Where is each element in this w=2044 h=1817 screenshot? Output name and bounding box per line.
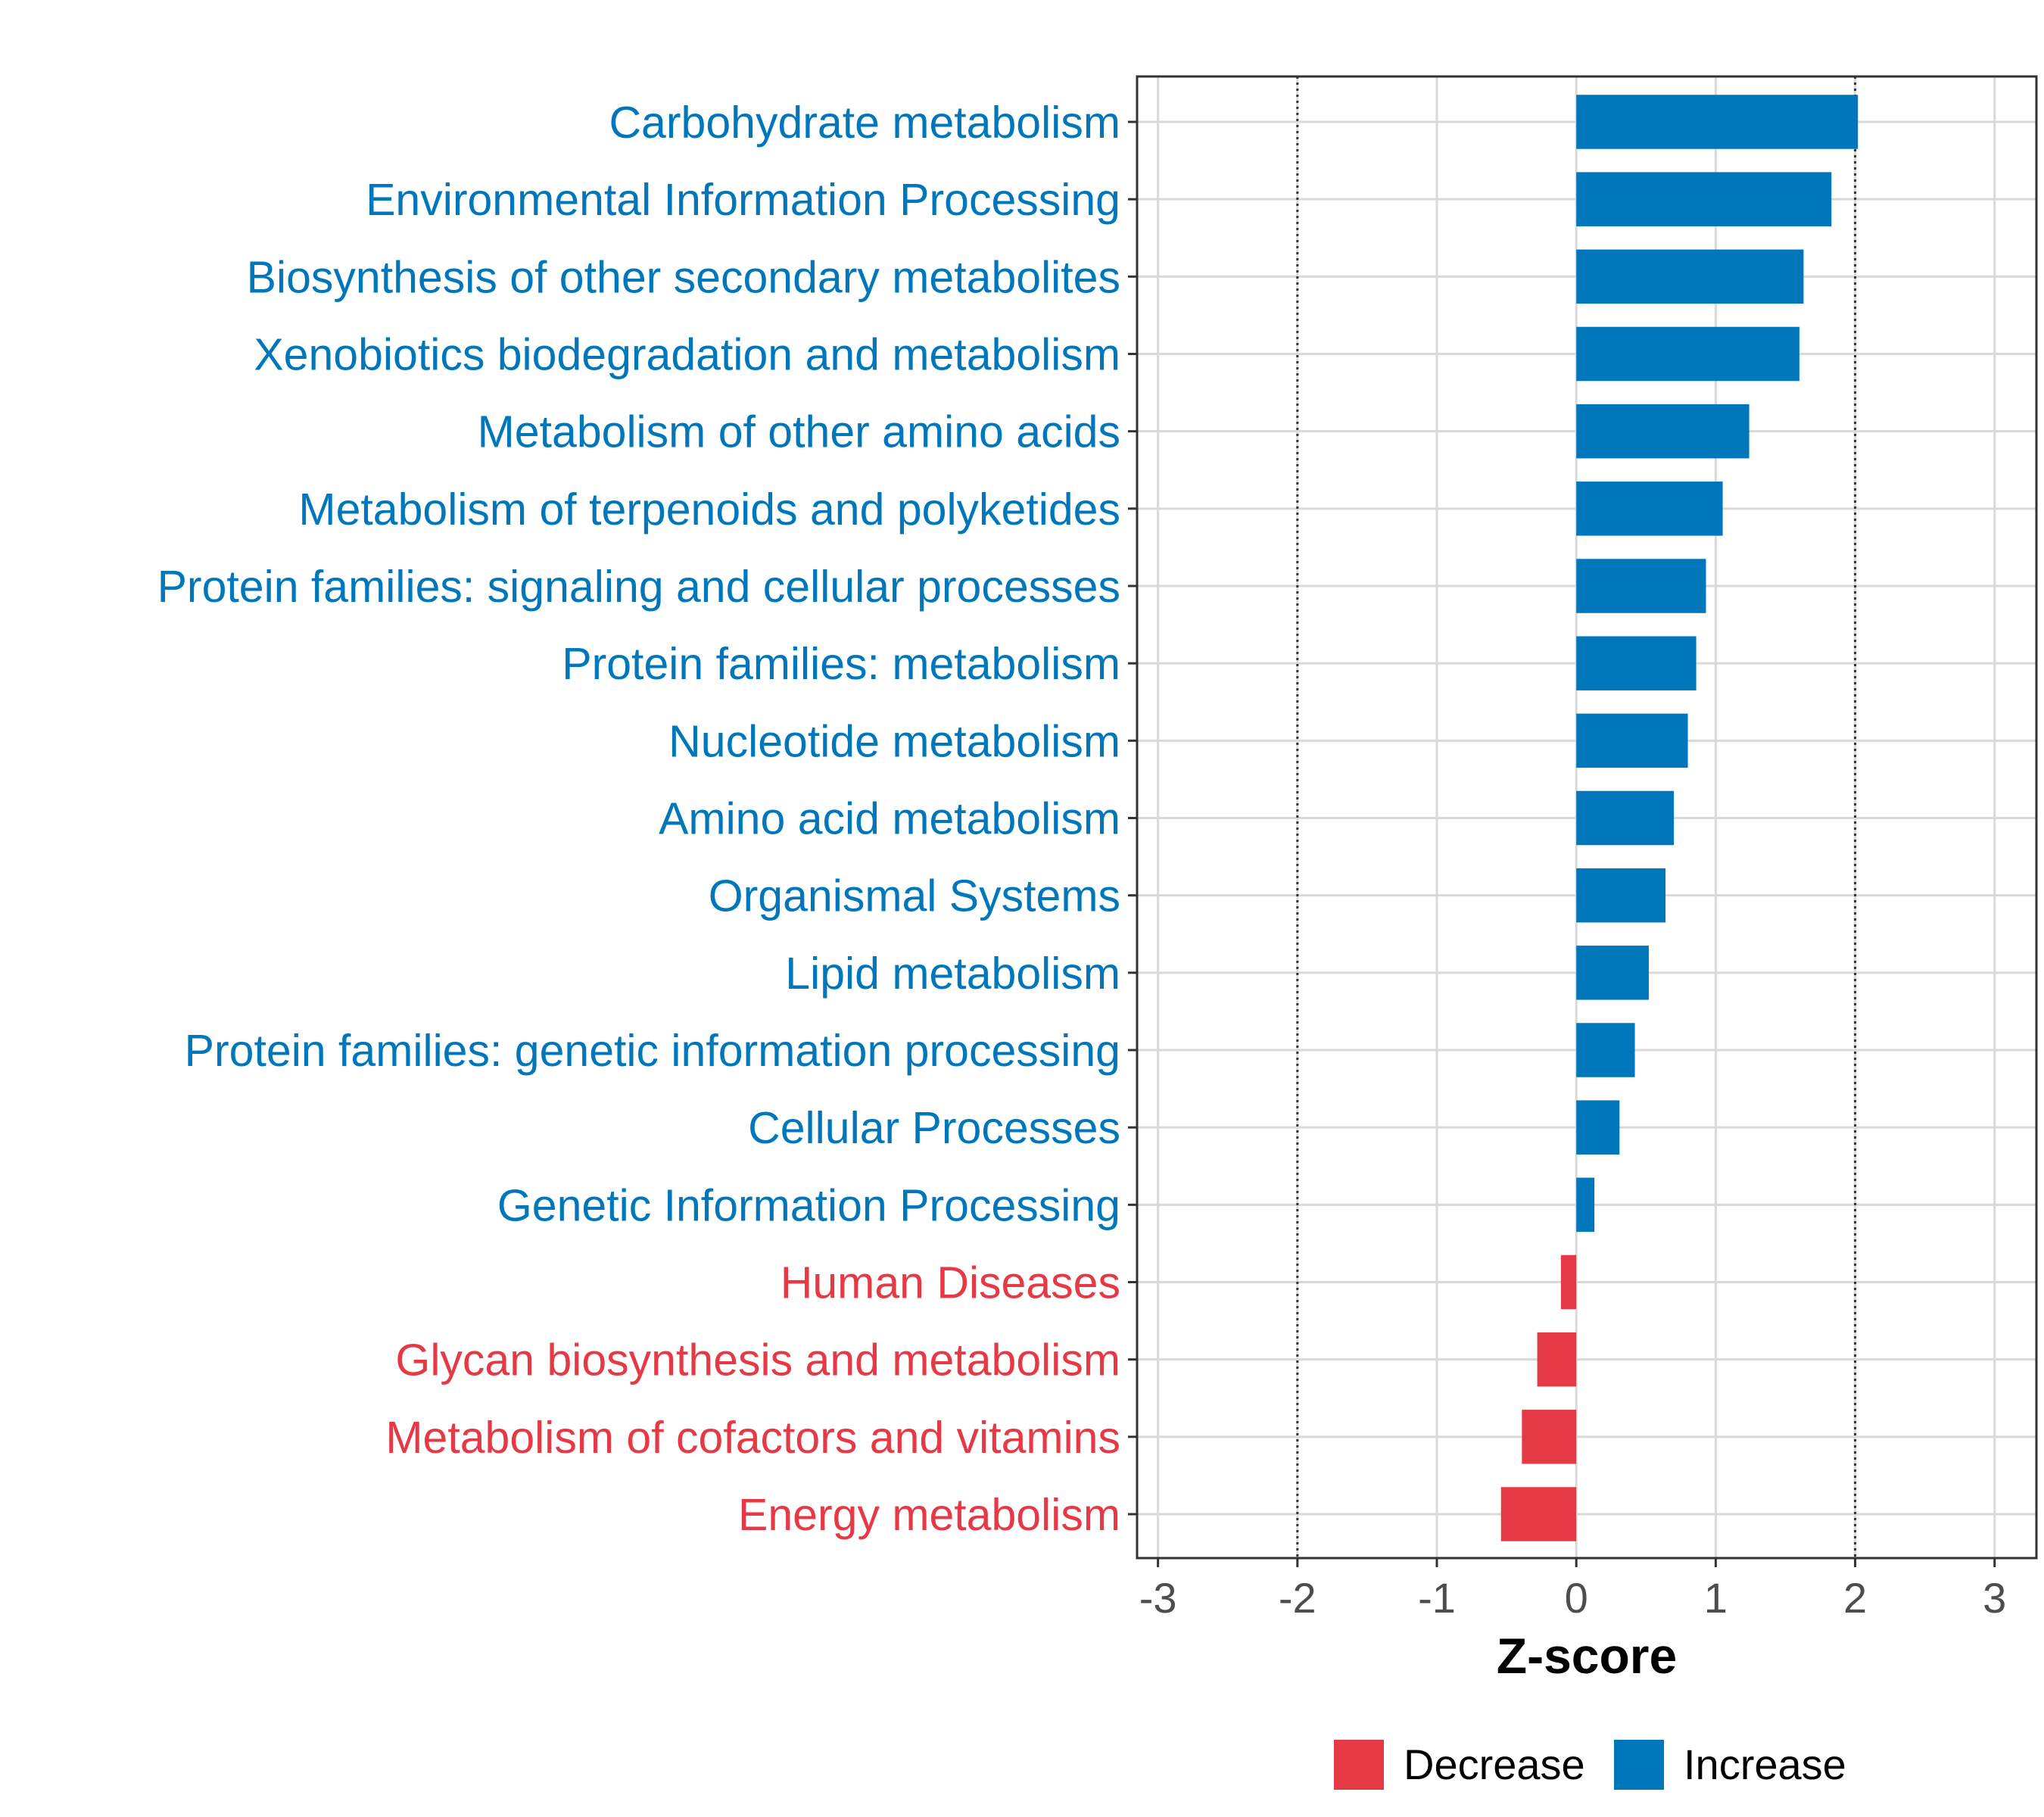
bar [1560,1254,1577,1310]
legend-swatch [1614,1740,1664,1790]
bar [1576,790,1675,846]
bar [1576,95,1859,149]
y-axis: Carbohydrate metabolism Environmental Inf… [157,98,1137,1540]
category-label: Metabolism of terpenoids and polyketides [298,485,1120,535]
category-label: Metabolism of other amino acids [478,407,1120,457]
bar [1576,1177,1595,1233]
category-label: Protein families: signaling and cellular… [157,562,1120,612]
category-label: Xenobiotics biodegradation and metabolis… [254,330,1120,380]
category-label: Glycan biosynthesis and metabolism [395,1335,1120,1385]
x-tick-label: 3 [1983,1574,2006,1622]
bars [1500,95,1859,1541]
legend-swatch [1334,1740,1384,1790]
x-axis-title: Z-score [1497,1628,1677,1684]
category-label: Nucleotide metabolism [668,716,1120,766]
bar [1576,636,1697,690]
bar [1576,482,1723,536]
category-label: Lipid metabolism [785,949,1120,999]
category-label: Energy metabolism [738,1490,1120,1540]
x-tick-label: 2 [1843,1574,1867,1622]
bar [1576,1023,1635,1077]
category-label: Metabolism of cofactors and vitamins [385,1413,1120,1463]
bar [1576,404,1750,459]
category-label: Biosynthesis of other secondary metaboli… [247,252,1120,302]
category-label: Human Diseases [781,1258,1120,1308]
category-label: Protein families: metabolism [562,639,1120,689]
legend-label: Increase [1684,1741,1846,1788]
category-label: Organismal Systems [709,871,1120,921]
x-tick-label: -3 [1139,1574,1177,1622]
x-tick-label: -1 [1418,1574,1456,1622]
bar [1576,559,1706,613]
bar [1576,868,1666,923]
legend-label: Decrease [1404,1741,1585,1788]
category-label: Carbohydrate metabolism [609,98,1120,148]
x-axis: -3 -2 -1 0 1 2 3 [1139,1558,2006,1622]
category-label: Cellular Processes [748,1103,1120,1153]
bar [1576,326,1799,382]
bar [1576,1100,1620,1155]
bar [1500,1487,1577,1541]
legend: Decrease Increase [1334,1740,1846,1790]
category-label: Genetic Information Processing [497,1180,1120,1230]
x-tick-label: 1 [1704,1574,1728,1622]
bar [1576,172,1832,226]
bar [1576,946,1649,1000]
x-tick-label: 0 [1565,1574,1588,1622]
bar [1522,1410,1577,1464]
category-label: Protein families: genetic information pr… [185,1026,1120,1076]
category-label: Amino acid metabolism [659,794,1120,844]
bar [1576,249,1804,304]
category-label: Environmental Information Processing [366,175,1120,225]
bar [1576,713,1688,768]
x-tick-label: -2 [1279,1574,1316,1622]
reference-lines [1296,76,1857,1558]
bar [1537,1332,1577,1387]
